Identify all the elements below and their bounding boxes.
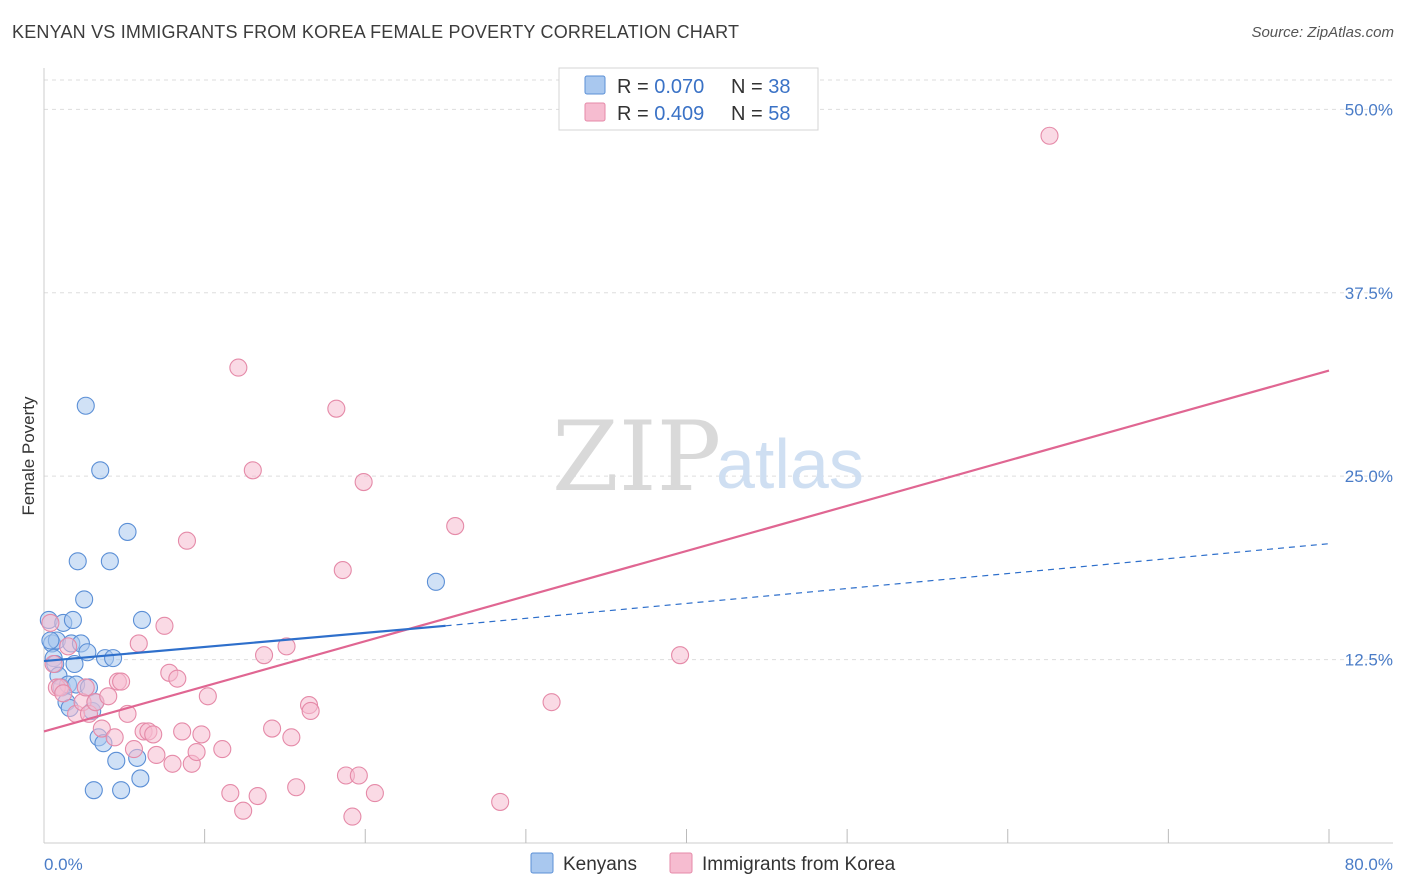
x-tick-label-min: 0.0% bbox=[44, 855, 83, 874]
kenyans-point-28 bbox=[100, 552, 119, 571]
kenyans-point-30 bbox=[107, 751, 126, 770]
legend-box: R = 0.070 N = 38 R = 0.409 N = 58 bbox=[558, 67, 819, 131]
watermark-atlas: atlas bbox=[716, 425, 864, 503]
kenyans-point-12 bbox=[63, 610, 82, 630]
legend-n-label-2: N = bbox=[731, 103, 768, 125]
legend-r-label-2: R = bbox=[617, 103, 654, 125]
kenyans-point-35 bbox=[132, 610, 152, 630]
kenyans-point-34 bbox=[131, 769, 150, 788]
kenyans-point-36 bbox=[426, 572, 445, 591]
kenyans-point-25 bbox=[91, 461, 110, 480]
korea-point-5 bbox=[59, 637, 78, 656]
korea-point-46 bbox=[327, 399, 346, 418]
korea-point-11 bbox=[92, 719, 111, 738]
y-tick-label-0: 12.5% bbox=[1345, 651, 1393, 670]
korea-point-33 bbox=[213, 740, 232, 759]
bottom-legend-label-korea: Immigrants from Korea bbox=[702, 854, 896, 875]
korea-point-4 bbox=[54, 684, 73, 703]
kenyans-points bbox=[39, 396, 445, 800]
legend-r-value-1: 0.070 bbox=[654, 76, 704, 98]
legend-swatch-kenyans bbox=[584, 75, 606, 95]
kenyans-point-17 bbox=[75, 590, 94, 609]
legend-r-value-2: 0.409 bbox=[654, 103, 704, 125]
kenyans-point-29 bbox=[104, 649, 123, 668]
y-tick-label-3: 50.0% bbox=[1345, 100, 1393, 119]
trend-lines bbox=[43, 369, 1330, 733]
kenyans-trend-line-dashed bbox=[445, 543, 1330, 627]
kenyans-point-31 bbox=[112, 781, 131, 800]
source-label: Source: ZipAtlas.com bbox=[1251, 24, 1394, 41]
korea-point-49 bbox=[343, 807, 362, 826]
korea-point-35 bbox=[229, 358, 248, 377]
korea-point-28 bbox=[177, 531, 197, 550]
korea-point-38 bbox=[248, 786, 267, 806]
korea-point-26 bbox=[168, 669, 187, 688]
legend-r-label-1: R = bbox=[617, 76, 654, 98]
bottom-legend: Kenyans Immigrants from Korea bbox=[530, 852, 896, 875]
x-tick-label-max: 80.0% bbox=[1345, 855, 1393, 874]
korea-point-22 bbox=[147, 745, 166, 765]
bottom-legend-swatch-korea bbox=[669, 852, 693, 874]
korea-point-18 bbox=[129, 634, 148, 653]
kenyans-point-37 bbox=[41, 631, 60, 650]
korea-point-39 bbox=[255, 646, 274, 665]
watermark-zip: ZIP bbox=[552, 401, 721, 513]
korea-point-40 bbox=[263, 719, 282, 738]
korea-point-55 bbox=[542, 693, 561, 712]
watermark: ZIP atlas bbox=[552, 401, 864, 513]
y-tick-labels: 12.5% 25.0% 37.5% 50.0% bbox=[1345, 100, 1393, 669]
korea-point-30 bbox=[187, 742, 206, 762]
korea-point-45 bbox=[301, 701, 320, 720]
bottom-legend-label-kenyans: Kenyans bbox=[563, 854, 637, 875]
legend-row-korea: R = 0.409 N = 58 bbox=[617, 103, 791, 125]
korea-point-54 bbox=[491, 792, 510, 811]
korea-point-47 bbox=[333, 561, 352, 580]
korea-point-42 bbox=[282, 728, 301, 747]
korea-point-36 bbox=[234, 801, 253, 820]
korea-point-34 bbox=[221, 784, 240, 803]
legend-n-value-1: 38 bbox=[768, 76, 790, 98]
legend-row-kenyans: R = 0.070 N = 38 bbox=[617, 76, 791, 98]
x-ticks bbox=[204, 829, 1330, 843]
korea-point-37 bbox=[243, 461, 262, 480]
korea-point-1 bbox=[44, 654, 63, 674]
korea-point-53 bbox=[446, 517, 465, 536]
korea-point-51 bbox=[354, 472, 373, 492]
legend-n-value-2: 58 bbox=[768, 103, 790, 125]
korea-point-23 bbox=[155, 616, 174, 635]
y-tick-label-1: 25.0% bbox=[1345, 467, 1393, 486]
korea-point-50 bbox=[349, 766, 368, 785]
kenyans-point-18 bbox=[76, 396, 95, 415]
korea-point-8 bbox=[76, 678, 95, 697]
kenyans-point-22 bbox=[84, 781, 103, 800]
korea-point-17 bbox=[124, 740, 143, 759]
y-tick-label-2: 37.5% bbox=[1345, 284, 1393, 303]
kenyans-point-15 bbox=[68, 552, 87, 571]
korea-point-31 bbox=[192, 725, 211, 744]
korea-point-21 bbox=[144, 725, 163, 744]
korea-point-52 bbox=[365, 784, 384, 803]
korea-point-13 bbox=[105, 728, 124, 747]
korea-point-43 bbox=[287, 778, 306, 797]
legend-swatch-korea bbox=[584, 102, 606, 122]
legend-n-label-1: N = bbox=[731, 76, 768, 98]
chart-title: KENYAN VS IMMIGRANTS FROM KOREA FEMALE P… bbox=[12, 22, 740, 42]
korea-points bbox=[41, 126, 1059, 826]
kenyans-point-32 bbox=[118, 522, 137, 541]
korea-point-0 bbox=[41, 613, 60, 632]
korea-point-27 bbox=[173, 722, 192, 741]
korea-point-57 bbox=[1040, 126, 1059, 145]
korea-trend-line bbox=[43, 369, 1330, 733]
korea-point-15 bbox=[112, 672, 131, 691]
korea-point-12 bbox=[99, 687, 118, 706]
korea-point-41 bbox=[277, 637, 296, 656]
korea-point-32 bbox=[198, 687, 217, 706]
kenyans-trend-line-solid bbox=[43, 624, 446, 663]
korea-point-56 bbox=[671, 646, 690, 665]
bottom-legend-swatch-kenyans bbox=[530, 852, 554, 874]
korea-point-25 bbox=[163, 754, 182, 773]
y-axis-label: Female Poverty bbox=[19, 396, 38, 516]
